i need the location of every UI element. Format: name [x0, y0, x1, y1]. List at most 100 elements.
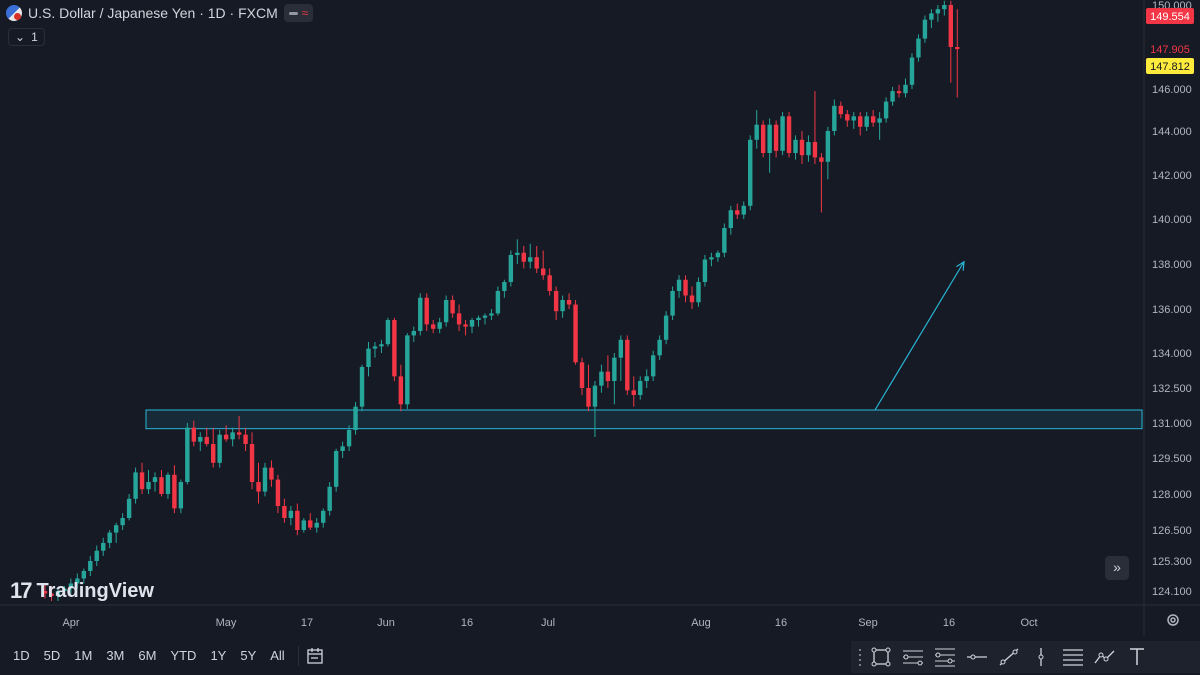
candle: [185, 423, 190, 485]
header-status-pill[interactable]: ≈: [283, 4, 314, 22]
drawing-toolbar: [851, 641, 1200, 673]
range-1m[interactable]: 1M: [74, 647, 93, 663]
range-all[interactable]: All: [270, 647, 285, 663]
candle: [748, 135, 753, 211]
candle-body: [735, 210, 740, 215]
candle-body: [540, 268, 546, 276]
candle-body: [49, 593, 54, 596]
candle-body: [832, 105, 837, 131]
candle: [301, 518, 306, 533]
candle-body: [903, 84, 908, 94]
candle: [722, 223, 727, 258]
indicator-count: 1: [31, 30, 38, 44]
candle: [877, 112, 882, 140]
candle: [579, 357, 585, 395]
candle-body: [521, 252, 526, 262]
candle-body: [793, 139, 798, 153]
price-tick-label: 129.500: [1152, 453, 1192, 465]
candle-body: [877, 118, 882, 123]
candle-body: [185, 427, 190, 482]
candle-body: [605, 371, 611, 381]
horizontal-lines-icon[interactable]: [1057, 643, 1089, 671]
candle: [314, 518, 319, 533]
range-5d[interactable]: 5D: [43, 647, 61, 663]
candle-body: [689, 295, 695, 303]
candle: [159, 470, 164, 497]
range-1d[interactable]: 1D: [13, 647, 30, 663]
candle: [411, 326, 416, 342]
candle: [223, 425, 229, 442]
bid-price-tag: 147.905: [1146, 41, 1194, 57]
price-tick-label: 132.500: [1152, 383, 1192, 395]
price-tick-label: 140.000: [1152, 214, 1192, 226]
parallel-channel-icon[interactable]: [897, 643, 929, 671]
price-chart[interactable]: 150.000146.000144.000142.000140.000138.0…: [0, 0, 1200, 636]
candle-body: [851, 116, 856, 121]
calendar-goto-icon[interactable]: [305, 646, 325, 666]
candle-body: [295, 510, 300, 530]
candle-body: [663, 315, 669, 340]
candle: [385, 317, 391, 347]
candle-body: [243, 434, 248, 444]
candle-body: [702, 259, 708, 282]
candle: [786, 112, 792, 158]
price-tick-label: 138.000: [1152, 259, 1192, 271]
last-price-tag-bg: [1146, 8, 1194, 24]
drag-handle-icon[interactable]: [855, 648, 865, 666]
range-6m[interactable]: 6M: [138, 647, 157, 663]
candle: [909, 53, 915, 89]
candle-body: [845, 114, 850, 121]
candle: [618, 335, 624, 381]
candle-body: [191, 427, 197, 442]
candle: [249, 432, 255, 490]
support-zone-rect[interactable]: [145, 409, 1143, 430]
candle-body: [146, 482, 151, 490]
candle: [81, 568, 87, 584]
fib-icon[interactable]: [929, 643, 961, 671]
scroll-to-realtime-button[interactable]: »: [1105, 556, 1129, 580]
horizontal-ray-icon[interactable]: [961, 643, 993, 671]
vertical-line-icon[interactable]: [1025, 643, 1057, 671]
candle: [217, 430, 222, 468]
range-ytd[interactable]: YTD: [170, 647, 197, 663]
candle-body: [165, 474, 171, 494]
candle-body: [922, 19, 928, 39]
price-tick-label: 124.100: [1152, 586, 1192, 598]
candle: [540, 250, 546, 280]
trend-arrow[interactable]: [874, 261, 965, 411]
gear-icon[interactable]: [1165, 612, 1181, 628]
candle: [508, 250, 514, 287]
candle-body: [482, 315, 488, 318]
symbol-header[interactable]: U.S. Dollar / Japanese Yen · 1D · FXCM ≈: [6, 4, 314, 22]
candle-body: [333, 451, 339, 487]
price-axis: 150.000146.000144.000142.000140.000138.0…: [1152, 0, 1192, 598]
candle-body: [748, 139, 753, 206]
range-1y[interactable]: 1Y: [210, 647, 227, 663]
time-tick-label: May: [216, 617, 237, 629]
candle: [120, 513, 125, 530]
candle: [903, 78, 908, 98]
candle-body: [722, 228, 727, 253]
text-icon[interactable]: [1121, 643, 1153, 671]
symbol-title[interactable]: U.S. Dollar / Japanese Yen · 1D · FXCM: [28, 5, 278, 21]
candle-body: [534, 257, 539, 269]
candle-body: [372, 346, 378, 349]
candle: [353, 402, 358, 435]
candle: [482, 313, 488, 325]
candle-body: [670, 291, 675, 316]
candle: [696, 277, 701, 307]
candle-body: [612, 357, 617, 381]
indicator-toggle[interactable]: ⌄ 1: [8, 28, 45, 46]
path-icon[interactable]: [1089, 643, 1121, 671]
candle-body: [618, 339, 624, 358]
range-5y[interactable]: 5Y: [240, 647, 257, 663]
candle-body: [359, 367, 365, 407]
candle: [139, 462, 145, 494]
candle: [819, 153, 824, 213]
candle: [566, 293, 572, 309]
candle-body: [68, 583, 74, 589]
trend-line-icon[interactable]: [993, 643, 1025, 671]
candle-body: [741, 205, 746, 215]
rectangle-icon[interactable]: [865, 643, 897, 671]
range-3m[interactable]: 3M: [106, 647, 125, 663]
